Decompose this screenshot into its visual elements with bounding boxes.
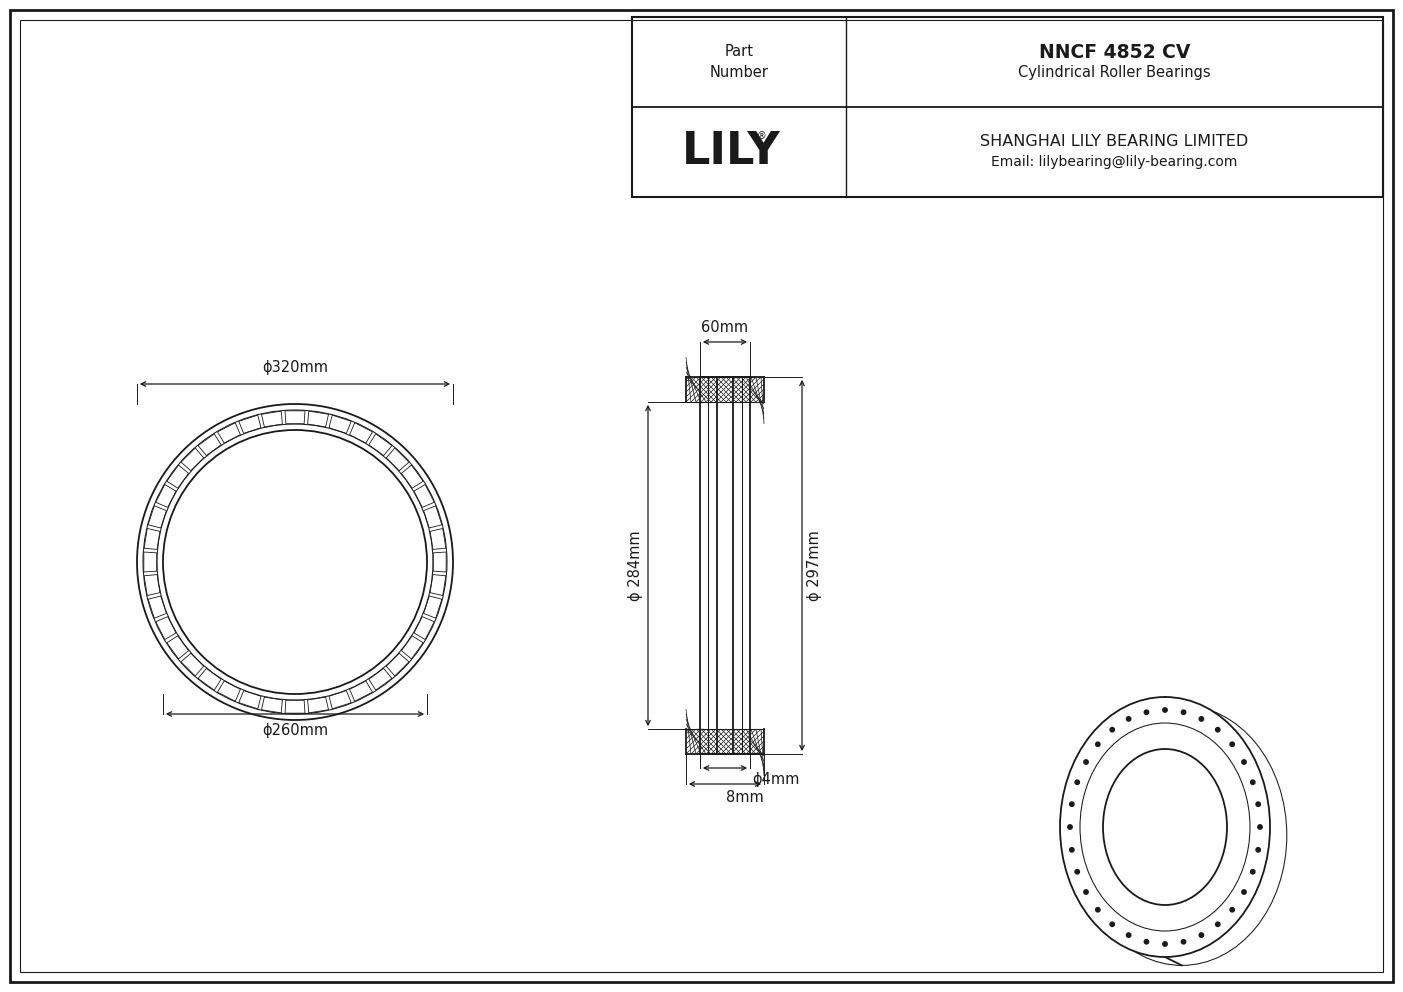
Circle shape (1242, 760, 1246, 764)
Circle shape (1110, 727, 1114, 732)
Ellipse shape (1080, 723, 1250, 931)
Circle shape (1200, 716, 1204, 721)
Circle shape (1069, 802, 1075, 806)
Circle shape (1215, 727, 1221, 732)
Text: ϕ 284mm: ϕ 284mm (629, 530, 643, 601)
Circle shape (1145, 939, 1149, 944)
Text: 60mm: 60mm (702, 320, 749, 335)
Text: 8mm: 8mm (727, 790, 763, 805)
Circle shape (1096, 742, 1100, 746)
Circle shape (1145, 710, 1149, 714)
Circle shape (1256, 802, 1260, 806)
Circle shape (1083, 890, 1089, 894)
Circle shape (1181, 939, 1186, 944)
Circle shape (1242, 890, 1246, 894)
Circle shape (1075, 870, 1079, 874)
Circle shape (1250, 870, 1254, 874)
Circle shape (1110, 923, 1114, 927)
Bar (700, 377, 751, 754)
Circle shape (1075, 780, 1079, 785)
Text: ϕ 297mm: ϕ 297mm (807, 530, 822, 601)
Text: ®: ® (756, 131, 766, 141)
Circle shape (1256, 847, 1260, 852)
Text: Part
Number: Part Number (710, 44, 769, 80)
Circle shape (1127, 932, 1131, 937)
Text: Email: lilybearing@lily-bearing.com: Email: lilybearing@lily-bearing.com (992, 155, 1237, 169)
Circle shape (1127, 716, 1131, 721)
Text: LILY: LILY (682, 131, 780, 174)
Circle shape (1069, 847, 1075, 852)
Circle shape (1096, 908, 1100, 912)
Ellipse shape (1103, 749, 1228, 905)
Text: ϕ4mm: ϕ4mm (752, 772, 800, 787)
Circle shape (1215, 923, 1221, 927)
Text: SHANGHAI LILY BEARING LIMITED: SHANGHAI LILY BEARING LIMITED (981, 135, 1249, 150)
Circle shape (1163, 941, 1167, 946)
Circle shape (1230, 908, 1235, 912)
Circle shape (1083, 760, 1089, 764)
Ellipse shape (1080, 723, 1250, 931)
Ellipse shape (1103, 749, 1228, 905)
Circle shape (1068, 824, 1072, 829)
Circle shape (1181, 710, 1186, 714)
Circle shape (1258, 824, 1263, 829)
Bar (631, 17, 1383, 197)
Text: ϕ260mm: ϕ260mm (262, 723, 328, 738)
Text: NNCF 4852 CV: NNCF 4852 CV (1038, 43, 1190, 62)
Circle shape (1250, 780, 1254, 785)
Circle shape (1230, 742, 1235, 746)
Ellipse shape (1061, 697, 1270, 957)
Text: Cylindrical Roller Bearings: Cylindrical Roller Bearings (1019, 65, 1211, 80)
Circle shape (1163, 708, 1167, 712)
Circle shape (1200, 932, 1204, 937)
Text: ϕ320mm: ϕ320mm (262, 360, 328, 375)
